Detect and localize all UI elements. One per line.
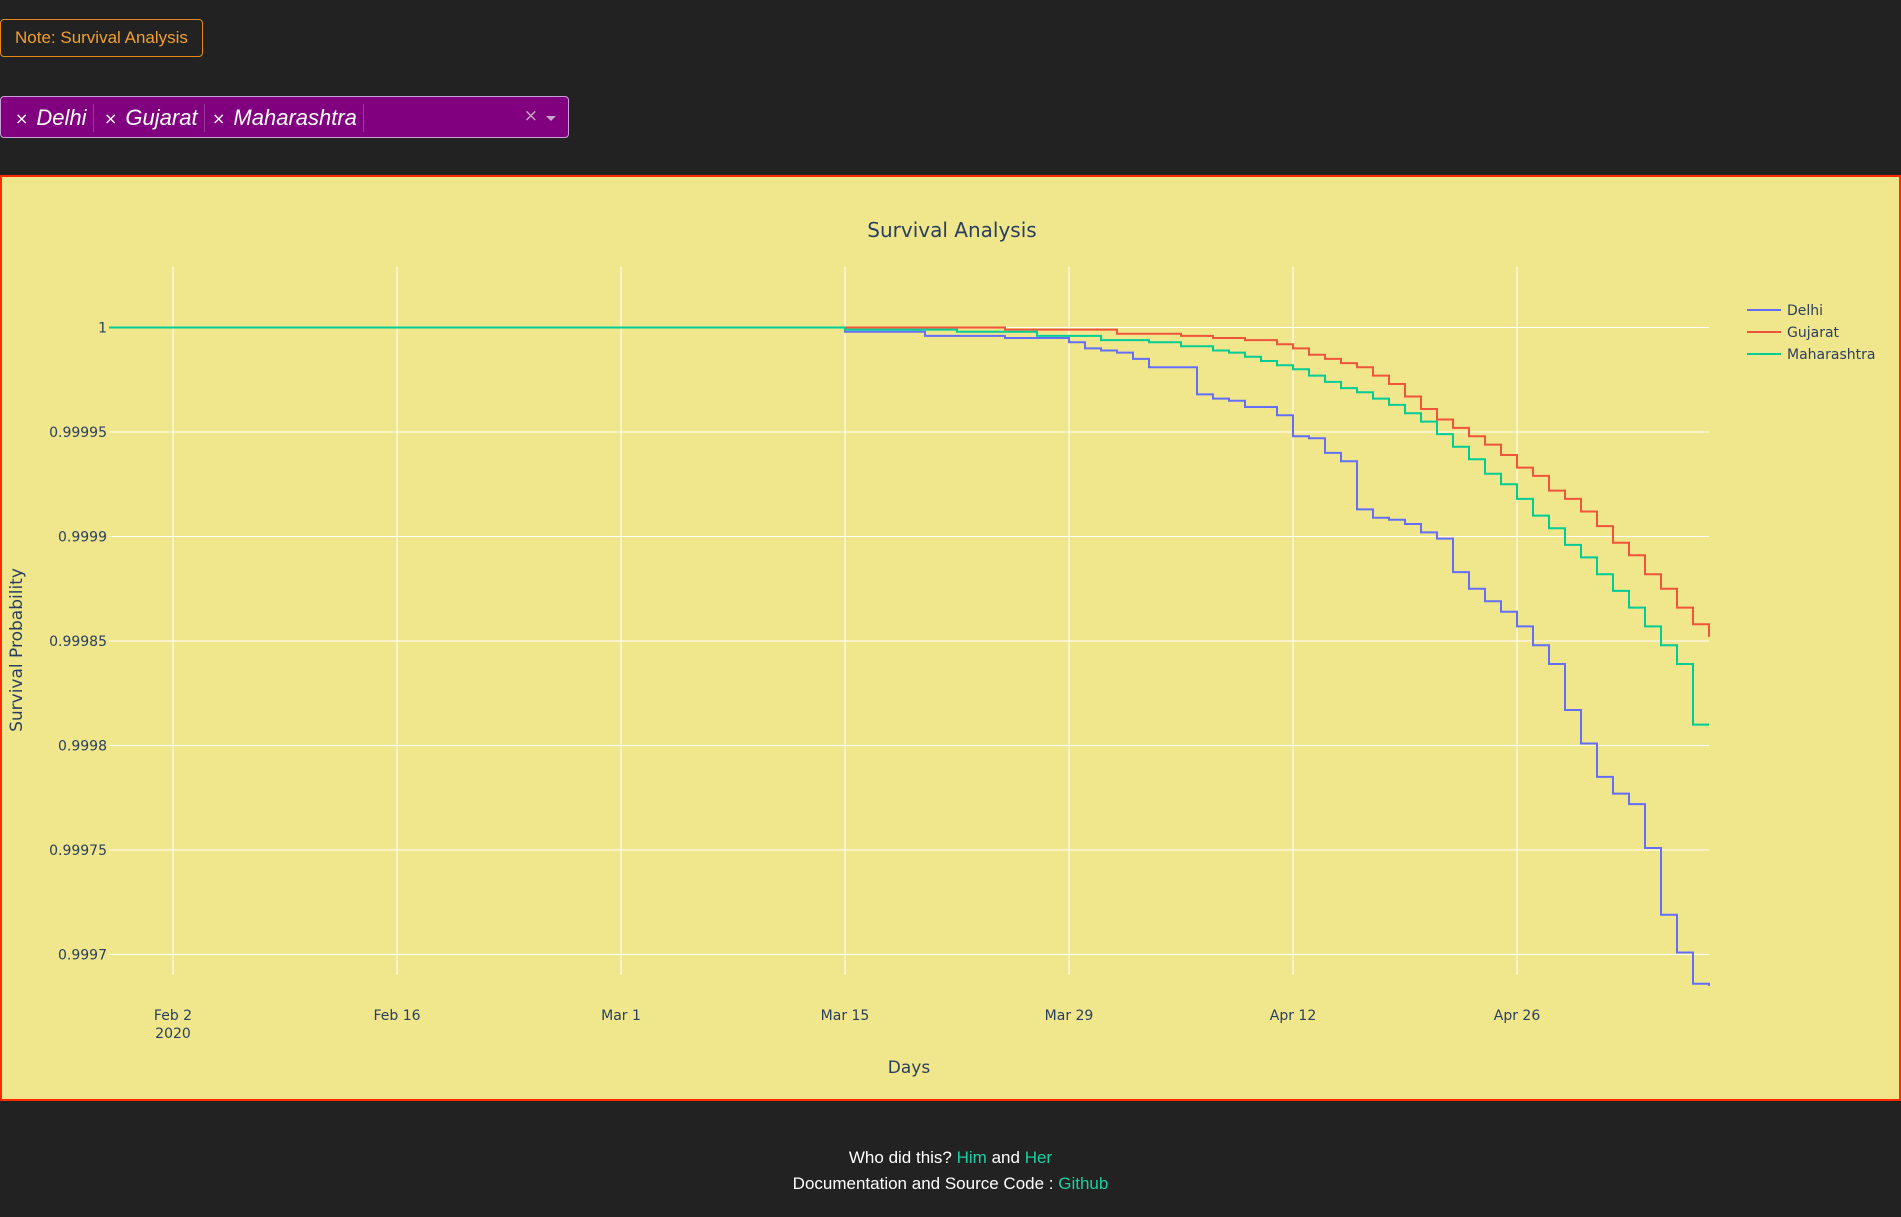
chevron-down-icon[interactable] [546, 116, 556, 121]
y-tick-label: 0.9997 [58, 948, 107, 964]
remove-gujarat-icon[interactable]: × [104, 108, 118, 128]
series-line-gujarat [109, 326, 1710, 637]
x-tick-label: Feb 2 [154, 1008, 192, 1024]
remove-delhi-icon[interactable]: × [15, 108, 29, 128]
x-tick-label: Mar 15 [821, 1008, 870, 1024]
chip-label: Maharashtra [233, 105, 357, 130]
chip-gujarat: × Gujarat [94, 104, 205, 132]
clear-all-icon[interactable]: × [523, 106, 538, 126]
series-line-delhi [109, 326, 1710, 986]
grid [109, 267, 1709, 975]
y-tick-label: 1 [98, 321, 107, 337]
github-link[interactable]: Github [1058, 1174, 1109, 1193]
footer-credits: Who did this? Him and Her [0, 1148, 1901, 1168]
chart-title: Survival Analysis [867, 218, 1036, 242]
chip-delhi: × Delhi [5, 104, 94, 132]
series-lines [109, 326, 1710, 986]
footer-docs: Documentation and Source Code : Github [0, 1174, 1901, 1194]
chart-svg: Feb 2 2020 Feb 16 Mar 1 Mar 15 Mar 29 Apr 12 Ap… [7, 218, 1875, 1078]
survival-chart: Feb 2 2020 Feb 16 Mar 1 Mar 15 Mar 29 Apr 12 Ap… [0, 175, 1901, 1101]
docs-text: Documentation and Source Code : [792, 1174, 1054, 1193]
series-line-maharashtra [109, 326, 1709, 726]
and-text: and [991, 1148, 1020, 1167]
y-tick-label: 0.9999 [58, 530, 107, 546]
note-survival-analysis-button[interactable]: Note: Survival Analysis [0, 19, 203, 57]
legend: Delhi Gujarat Maharashtra [1747, 303, 1875, 363]
y-tick-label: 0.99995 [49, 425, 107, 441]
her-link[interactable]: Her [1024, 1148, 1053, 1167]
chip-label: Delhi [36, 105, 87, 130]
legend-label-gujarat[interactable]: Gujarat [1787, 325, 1840, 341]
x-tick-label: Mar 1 [601, 1008, 641, 1024]
him-link[interactable]: Him [956, 1148, 987, 1167]
chip-label: Gujarat [125, 105, 198, 130]
x-tick-year: 2020 [155, 1026, 191, 1042]
y-tick-label: 0.99985 [49, 634, 107, 650]
x-tick-label: Feb 16 [373, 1008, 420, 1024]
legend-label-delhi[interactable]: Delhi [1787, 303, 1823, 319]
y-axis-label: Survival Probability [7, 568, 27, 732]
x-tick-label: Mar 29 [1045, 1008, 1094, 1024]
x-axis-label: Days [888, 1058, 931, 1078]
remove-maharashtra-icon[interactable]: × [212, 108, 226, 128]
chip-maharashtra: × Maharashtra [202, 104, 364, 132]
y-tick-label: 0.99975 [49, 843, 107, 859]
y-tick-label: 0.9998 [58, 739, 107, 755]
state-multi-select[interactable]: × Delhi × Gujarat × Maharashtra × [0, 96, 569, 138]
credits-text: Who did this? [848, 1148, 952, 1167]
tick-labels: Feb 2 2020 Feb 16 Mar 1 Mar 15 Mar 29 Apr 12 Ap… [49, 321, 1540, 1042]
x-tick-label: Apr 12 [1270, 1008, 1316, 1024]
legend-label-maharashtra[interactable]: Maharashtra [1787, 347, 1875, 363]
x-tick-label: Apr 26 [1494, 1008, 1541, 1024]
